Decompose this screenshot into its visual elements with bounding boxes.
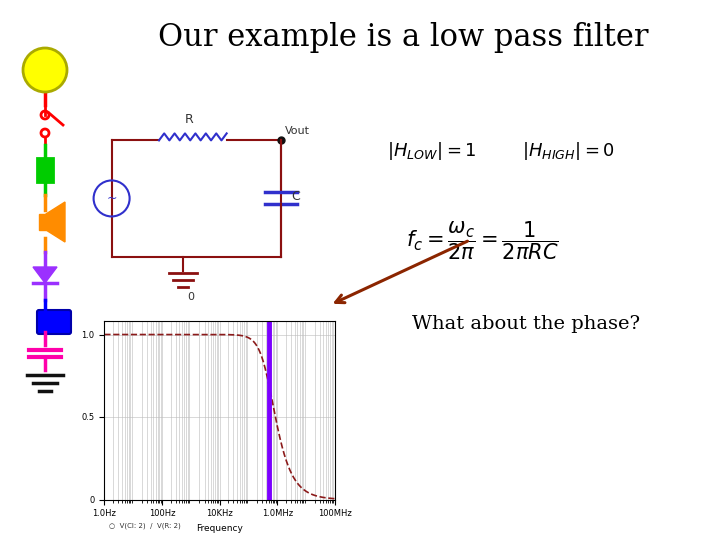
Text: ~: ~ [38, 61, 52, 79]
Text: Vout: Vout [285, 126, 310, 137]
Text: Our example is a low pass filter: Our example is a low pass filter [158, 22, 649, 52]
Text: $|H_{HIGH}|=0$: $|H_{HIGH}|=0$ [523, 140, 615, 162]
X-axis label: Frequency: Frequency [196, 524, 243, 533]
FancyBboxPatch shape [37, 310, 71, 334]
Text: ~: ~ [107, 192, 117, 205]
Bar [39, 214, 46, 230]
Polygon shape [33, 267, 57, 283]
Text: What about the phase?: What about the phase? [412, 315, 639, 333]
Text: R: R [185, 113, 194, 126]
Polygon shape [46, 202, 65, 242]
Text: C: C [291, 190, 300, 203]
Circle shape [23, 48, 67, 92]
Text: $f_c = \dfrac{\omega_c}{2\pi} = \dfrac{1}{2\pi RC}$: $f_c = \dfrac{\omega_c}{2\pi} = \dfrac{1… [406, 219, 559, 261]
Text: ○  V(CI: 2)  /  V(R: 2): ○ V(CI: 2) / V(R: 2) [109, 522, 181, 529]
Text: $|H_{LOW}|=1$: $|H_{LOW}|=1$ [387, 140, 477, 162]
Text: 0: 0 [188, 293, 194, 302]
Bar [37, 158, 53, 182]
